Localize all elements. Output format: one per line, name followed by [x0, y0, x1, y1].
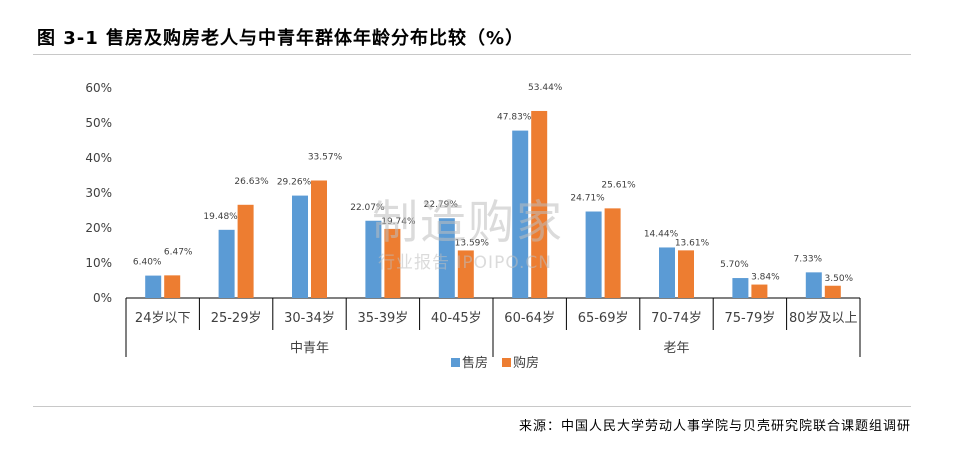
category-label: 25-29岁 — [211, 311, 262, 326]
bar-buy — [531, 110, 548, 299]
data-label: 22.79% — [424, 200, 459, 210]
y-tick-label: 30% — [85, 186, 112, 200]
legend-label: 售房 — [462, 355, 488, 371]
group-label: 老年 — [663, 341, 689, 356]
data-label: 7.33% — [794, 254, 823, 264]
data-label: 13.61% — [675, 238, 710, 248]
data-label: 33.57% — [308, 153, 343, 163]
bar-buy — [824, 285, 841, 298]
title-rule — [33, 54, 911, 55]
data-label: 3.84% — [751, 273, 780, 283]
data-label: 6.40% — [133, 258, 162, 268]
bar-sell — [145, 275, 162, 298]
category-label: 80岁及以上 — [789, 311, 858, 326]
bar-buy — [311, 180, 327, 298]
bar-buy — [384, 228, 401, 298]
category-label: 35-39岁 — [358, 311, 409, 326]
data-label: 13.59% — [455, 238, 490, 248]
data-label: 24.71% — [570, 194, 605, 204]
data-label: 14.44% — [644, 229, 679, 239]
data-label: 22.07% — [350, 203, 385, 213]
data-label: 53.44% — [528, 83, 563, 93]
bar-sell — [218, 229, 235, 298]
figure-title: 图 3-1 售房及购房老人与中青年群体年龄分布比较（%） — [37, 28, 525, 49]
bar-sell — [585, 211, 602, 298]
y-tick-label: 20% — [85, 221, 112, 235]
data-label: 19.74% — [381, 217, 416, 227]
legend-swatch — [451, 358, 460, 367]
category-label: 60-64岁 — [504, 311, 555, 326]
data-label: 6.47% — [164, 247, 193, 257]
data-label: 25.61% — [601, 180, 636, 190]
category-label: 70-74岁 — [651, 311, 702, 326]
bar-buy — [751, 284, 768, 298]
category-label: 30-34岁 — [284, 311, 335, 326]
category-label: 75-79岁 — [725, 311, 776, 326]
y-tick-label: 10% — [85, 256, 112, 270]
bar-sell — [732, 278, 749, 298]
bar-buy — [164, 275, 181, 298]
source-rule — [33, 406, 911, 407]
bar-sell — [438, 218, 455, 298]
bar-sell — [512, 130, 529, 298]
bar-sell — [659, 247, 675, 298]
data-label: 3.50% — [825, 274, 854, 284]
bar-buy — [678, 250, 694, 298]
bar-sell — [292, 195, 308, 298]
legend-label: 购房 — [513, 355, 539, 371]
group-label: 中青年 — [290, 341, 329, 356]
y-tick-label: 0% — [93, 291, 112, 305]
bar-sell — [805, 272, 822, 298]
bar-chart: 0% 10% 20% 30% 40% 50% 60% 6.40% 19.48% 29.26% 22.… — [85, 81, 861, 371]
category-label: 24岁以下 — [135, 311, 191, 326]
y-tick-label: 50% — [85, 116, 112, 130]
source-note: 来源：中国人民大学劳动人事学院与贝壳研究院联合课题组调研 — [518, 419, 911, 434]
bar-buy — [237, 204, 254, 298]
bar-buy — [604, 208, 621, 298]
bar-sell — [365, 220, 382, 298]
data-label: 19.48% — [203, 212, 238, 222]
category-label: 40-45岁 — [431, 311, 482, 326]
y-tick-label: 40% — [85, 151, 112, 165]
bar-buy — [457, 250, 474, 298]
data-label: 47.83% — [497, 113, 532, 123]
category-label: 65-69岁 — [578, 311, 629, 326]
data-label: 26.63% — [234, 177, 269, 187]
data-label: 29.26% — [277, 178, 312, 188]
data-label: 5.70% — [720, 260, 749, 270]
legend-swatch — [502, 358, 511, 367]
y-tick-label: 60% — [85, 81, 112, 95]
